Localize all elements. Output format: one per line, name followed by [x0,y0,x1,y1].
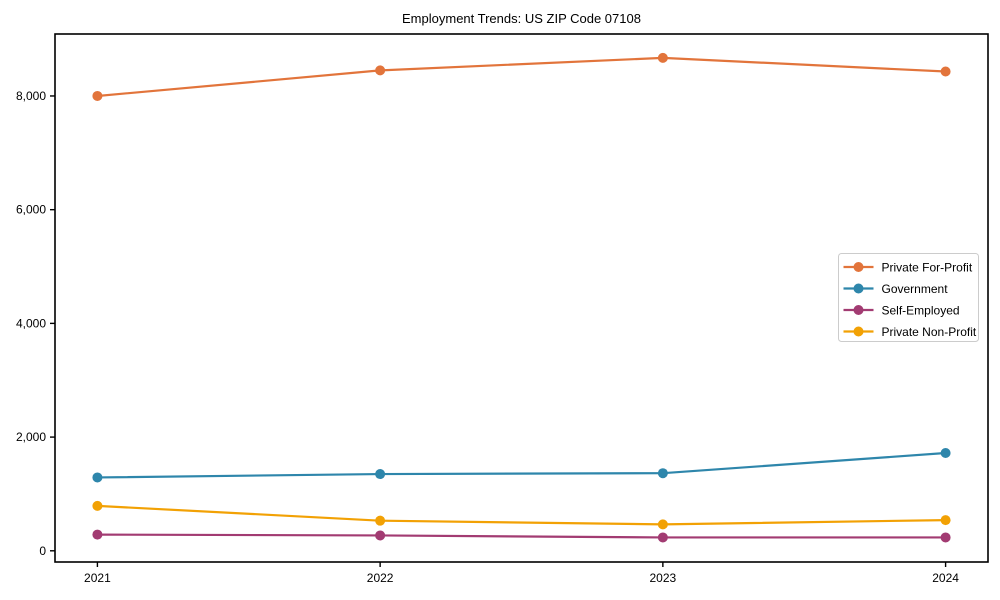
legend-marker-self-employed [853,305,864,315]
series-line-self-employed [97,533,946,539]
data-point-private-for-profit-2024 [940,66,951,77]
data-point-private-for-profit-2021 [92,90,103,101]
data-point-government-2023 [657,468,668,479]
x-axis-tick-label: 2024 [932,571,959,585]
data-point-government-2024 [940,448,951,459]
data-point-private-non-profit-2021 [92,500,103,511]
y-axis-tick-label: 0 [39,544,46,558]
data-point-private-for-profit-2023 [657,52,668,63]
y-axis-tick-label: 2,000 [16,430,46,444]
data-point-self-employed-2023 [657,532,668,543]
y-axis-tick-label: 4,000 [16,316,46,330]
data-point-self-employed-2022 [375,530,386,541]
data-point-private-non-profit-2024 [940,515,951,526]
legend-box [838,253,979,342]
chart-title: Employment Trends: US ZIP Code 07108 [402,11,641,26]
data-point-government-2021 [92,472,103,483]
y-axis-tick-label: 8,000 [16,89,46,103]
data-point-self-employed-2024 [940,532,951,543]
legend-label-private-for-profit: Private For-Profit [882,261,973,275]
legend-marker-government [853,283,864,294]
legend-marker-private-for-profit [853,262,864,272]
series-line-government [97,451,946,479]
x-axis-tick-label: 2021 [84,571,111,585]
series-line-private-for-profit [97,56,946,98]
x-axis-tick-label: 2023 [650,571,677,585]
series-line-private-non-profit [97,504,946,526]
plot-frame [54,33,989,563]
data-point-self-employed-2021 [92,529,103,540]
data-point-private-for-profit-2022 [375,65,386,76]
legend-label-self-employed: Self-Employed [882,304,960,318]
legend-marker-private-non-profit [853,326,864,337]
legend-label-private-non-profit: Private Non-Profit [882,325,977,339]
data-point-private-non-profit-2022 [375,515,386,526]
data-point-private-non-profit-2023 [657,519,668,530]
data-point-government-2022 [375,469,386,480]
y-axis-tick-label: 6,000 [16,203,46,217]
x-axis-tick-label: 2022 [367,571,394,585]
legend-label-government: Government [882,282,949,296]
